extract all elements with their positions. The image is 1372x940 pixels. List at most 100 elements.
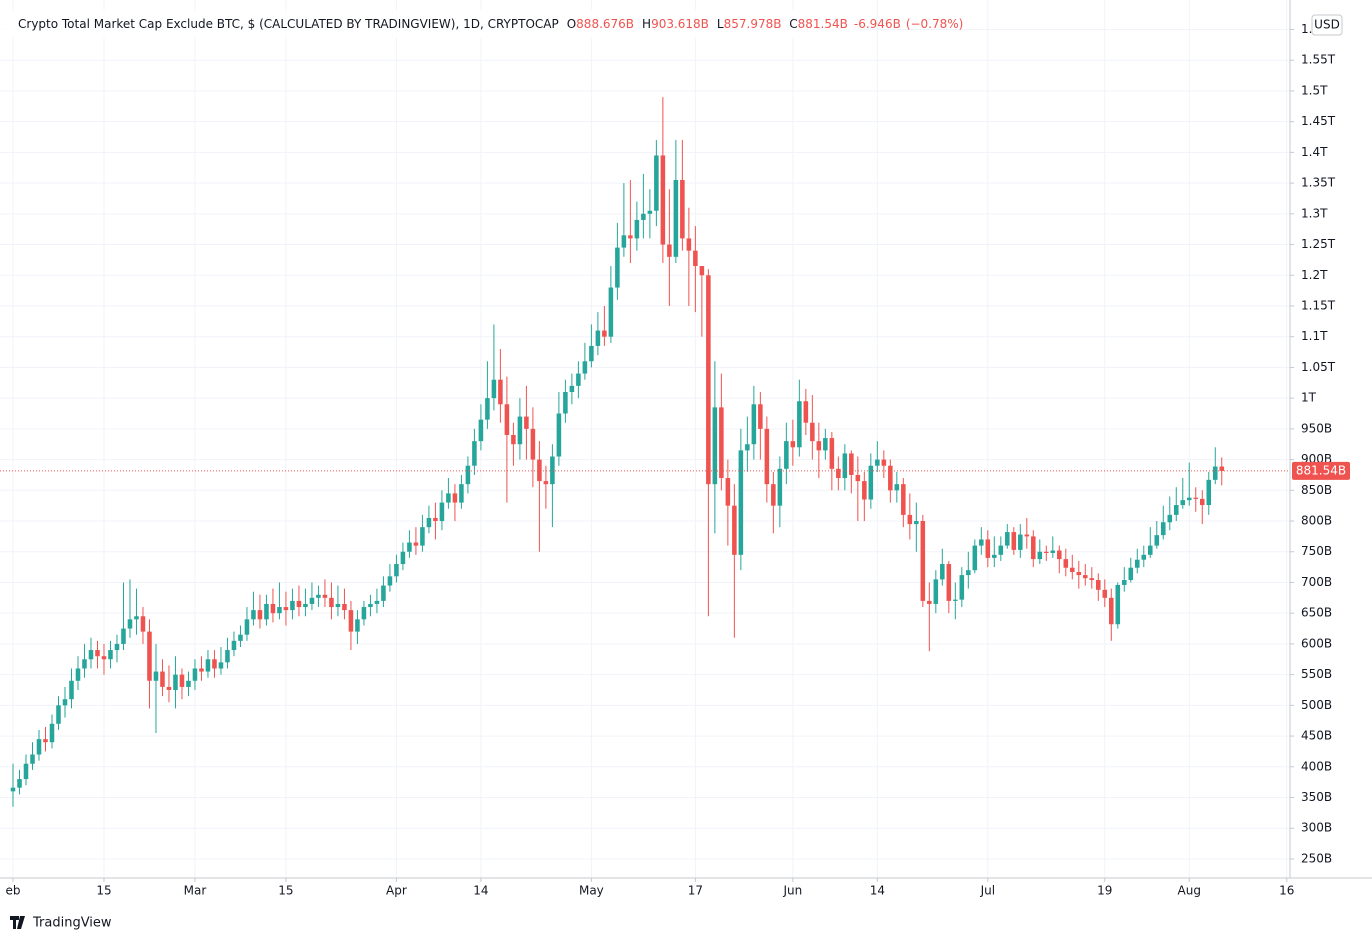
candle-body <box>108 650 113 660</box>
candle-body <box>361 607 367 620</box>
candle-body <box>1083 575 1088 579</box>
x-tick-label: 15 <box>278 884 293 898</box>
y-tick-label: 1.15T <box>1301 298 1336 312</box>
candle-body <box>472 441 477 466</box>
candle-body <box>160 671 165 687</box>
x-tick-label: 19 <box>1097 884 1112 898</box>
candle-body <box>251 610 256 620</box>
currency[interactable]: USD <box>1314 18 1340 32</box>
candle-body <box>862 481 867 500</box>
candle-body <box>1005 532 1010 546</box>
candle-body <box>712 407 718 485</box>
candle-body <box>1180 500 1186 506</box>
ohlc-letter: C <box>789 17 797 31</box>
price-label: 881.54B <box>1296 463 1346 477</box>
candle-body <box>491 379 497 399</box>
y-tick-label: 1. <box>1301 22 1312 36</box>
candle-body <box>855 474 861 482</box>
candle-body <box>953 599 958 601</box>
y-tick-label: 750B <box>1301 544 1332 558</box>
candle-body <box>595 330 601 346</box>
candle-body <box>654 155 659 211</box>
candle-body <box>205 659 211 672</box>
candle-body <box>277 607 282 614</box>
candle-body <box>212 659 217 669</box>
candle-body <box>264 603 269 620</box>
candle-body <box>1096 580 1101 590</box>
y-tick-label: 400B <box>1301 759 1332 773</box>
candle-body <box>348 610 354 632</box>
candle-body <box>329 597 334 608</box>
candle-body <box>888 465 893 491</box>
candle-body <box>394 564 399 577</box>
candle-body <box>355 619 360 632</box>
candle-body <box>706 275 711 485</box>
candle-body <box>56 705 61 724</box>
candle-body <box>985 539 991 558</box>
y-tick-label: 800B <box>1301 514 1332 528</box>
candle-body <box>543 481 549 485</box>
candle-body <box>959 575 965 600</box>
candle-body <box>407 542 412 552</box>
candle-body <box>940 564 945 580</box>
candle-body <box>699 266 705 276</box>
y-tick-label: 1T <box>1301 391 1317 405</box>
candle-body <box>1148 545 1153 555</box>
y-tick-label: 1.55T <box>1301 53 1336 67</box>
candle-body <box>608 287 614 337</box>
candle-body <box>849 453 854 475</box>
candle-body <box>511 435 516 445</box>
candle-body <box>693 250 698 267</box>
x-tick-label: Aug <box>1178 884 1201 898</box>
ohlc-letter: O <box>567 17 576 31</box>
candle-body <box>36 739 42 755</box>
candle-body <box>62 699 68 706</box>
candle-body <box>1063 559 1069 568</box>
header-bg <box>0 10 860 38</box>
change: -6.946B <box>854 17 901 31</box>
candle-body <box>147 631 152 681</box>
candle-body <box>342 603 347 611</box>
candle-body <box>647 210 653 214</box>
candle-body <box>920 521 926 601</box>
candle-body <box>270 603 276 614</box>
candle-body <box>127 619 133 629</box>
candle-body <box>95 650 100 657</box>
change-pct: (−0.78%) <box>906 17 964 31</box>
y-tick-label: 1.2T <box>1301 268 1328 282</box>
candle-body <box>1128 567 1134 581</box>
candle-body <box>660 155 666 245</box>
candle-body <box>758 404 763 429</box>
candle-body <box>381 585 386 601</box>
y-tick-label: 850B <box>1301 483 1332 497</box>
candle-body <box>1193 497 1199 499</box>
grid <box>0 0 1290 878</box>
candle-body <box>75 668 81 681</box>
y-tick-label: 250B <box>1301 851 1332 865</box>
currency-box[interactable] <box>1311 14 1343 36</box>
candle-body <box>1154 535 1160 546</box>
candle-body <box>1044 551 1049 553</box>
candle-body <box>810 422 815 442</box>
candle-body <box>641 213 646 220</box>
price-label-bg <box>1292 461 1350 480</box>
candle-body <box>790 441 796 448</box>
candle-body <box>797 401 802 448</box>
candle-body <box>621 235 627 248</box>
x-tick-label: Mar <box>184 884 207 898</box>
candle-body <box>459 484 464 503</box>
candle-body <box>556 413 562 457</box>
candle-body <box>309 597 315 604</box>
y-tick-label: 550B <box>1301 667 1332 681</box>
ohlc-value: 903.618B <box>651 17 709 31</box>
x-tick-label: May <box>579 884 604 898</box>
candle-body <box>114 643 120 651</box>
candle-body <box>751 404 757 445</box>
ohlc-value: 881.54B <box>798 17 848 31</box>
candle-body <box>231 640 237 651</box>
candle-body <box>816 441 822 451</box>
candle-body <box>322 594 328 598</box>
candle-body <box>868 465 874 500</box>
candle-body <box>225 650 230 663</box>
candle-body <box>192 668 198 681</box>
